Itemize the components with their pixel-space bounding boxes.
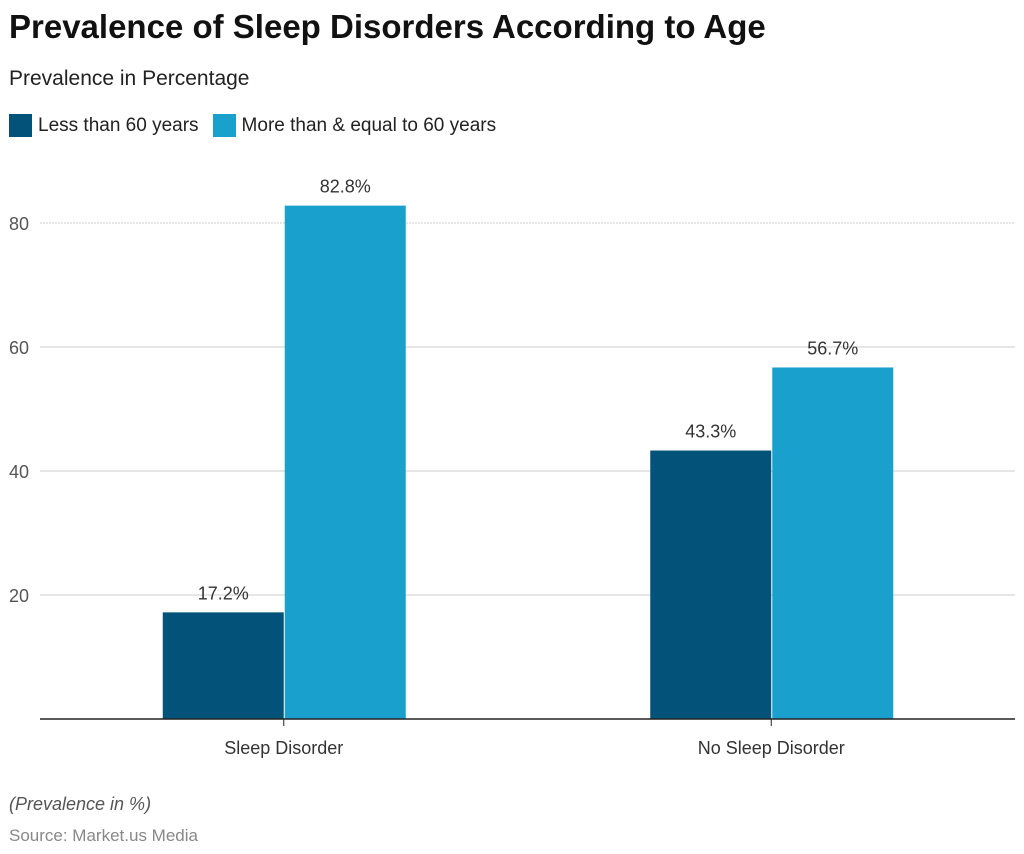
data-label: 43.3% xyxy=(685,422,736,442)
chart-subtitle: Prevalence in Percentage xyxy=(9,67,250,90)
legend-swatch xyxy=(9,114,32,137)
legend-label: Less than 60 years xyxy=(38,114,199,136)
y-tick-label: 40 xyxy=(9,462,29,482)
legend-item-60-plus: More than & equal to 60 years xyxy=(212,114,497,137)
chart-title: Prevalence of Sleep Disorders According … xyxy=(9,8,766,45)
bar xyxy=(650,450,772,719)
y-tick-label: 60 xyxy=(9,338,29,358)
y-tick-label: 80 xyxy=(9,214,29,234)
data-label: 82.8% xyxy=(320,177,371,197)
legend-label: More than & equal to 60 years xyxy=(241,114,497,136)
legend: Less than 60 years More than & equal to … xyxy=(9,114,496,137)
legend-swatch xyxy=(212,114,236,137)
bar xyxy=(772,367,894,719)
legend-item-under-60: Less than 60 years xyxy=(9,114,199,137)
data-label: 17.2% xyxy=(198,583,249,603)
y-tick-label: 20 xyxy=(9,586,29,606)
data-label: 56.7% xyxy=(807,338,858,358)
bar xyxy=(284,205,406,719)
chart-source: Source: Market.us Media xyxy=(9,826,198,845)
chart-note: (Prevalence in %) xyxy=(9,794,152,814)
x-tick-label: No Sleep Disorder xyxy=(698,738,845,758)
x-tick-label: Sleep Disorder xyxy=(224,738,343,758)
bar xyxy=(162,612,284,719)
